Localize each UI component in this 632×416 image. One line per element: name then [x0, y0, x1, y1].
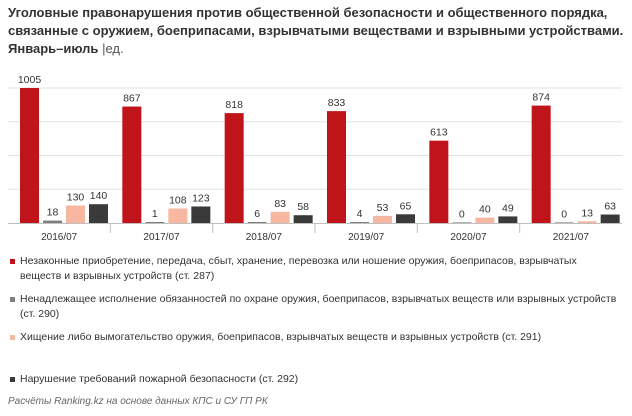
data-label: 1005 [18, 74, 42, 86]
bar-series-2 [350, 222, 369, 223]
data-label: 1 [152, 208, 158, 220]
data-label: 6 [254, 208, 260, 220]
legend-swatch [10, 335, 15, 340]
data-label: 49 [502, 202, 514, 214]
chart-title-text: Уголовные правонарушения против обществе… [8, 5, 624, 56]
bar-series-3 [475, 217, 495, 223]
data-label: 53 [377, 202, 389, 214]
data-label: 63 [604, 201, 616, 213]
data-label: 83 [274, 198, 286, 210]
bar-series-3 [168, 208, 188, 223]
bar-series-2 [43, 220, 62, 223]
x-tick-label: 2019/07 [348, 232, 385, 243]
legend-item: Незаконные приобретение, передача, сбыт,… [8, 254, 618, 284]
data-label: 18 [47, 207, 59, 219]
bar-series-3 [66, 205, 85, 223]
data-label: 123 [192, 192, 210, 204]
x-tick-label: 2018/07 [246, 232, 283, 243]
source-footer: Расчёты Ranking.kz на основе данных КПС … [8, 396, 268, 407]
legend-swatch [10, 377, 15, 382]
legend-label: Незаконные приобретение, передача, сбыт,… [20, 255, 577, 282]
data-label: 130 [67, 192, 85, 204]
bar-series-2 [554, 222, 574, 223]
legend-item: Хищение либо вымогательство оружия, боеп… [8, 330, 618, 345]
data-label: 13 [581, 207, 593, 219]
bar-series-1 [224, 113, 244, 223]
bar-series-3 [577, 221, 597, 223]
bar-series-4 [498, 216, 518, 223]
data-label: 108 [169, 194, 187, 206]
data-label: 0 [459, 208, 465, 220]
bar-series-1 [429, 140, 449, 223]
bar-series-1 [531, 105, 551, 223]
x-tick-label: 2021/07 [553, 232, 590, 243]
legend-item: Нарушение требований пожарной безопаснос… [8, 372, 618, 387]
bar-series-4 [600, 214, 620, 223]
data-label: 833 [328, 97, 346, 109]
legend-label: Нарушение требований пожарной безопаснос… [20, 373, 299, 385]
bar-series-2 [247, 222, 267, 223]
legend-swatch [10, 259, 15, 264]
data-label: 140 [90, 190, 108, 202]
bar-series-4 [89, 204, 108, 223]
data-label: 874 [532, 92, 550, 104]
legend-item: Ненадлежащее исполнение обязанностей по … [8, 292, 618, 322]
data-label: 65 [400, 200, 412, 212]
data-label: 0 [561, 208, 567, 220]
legend-swatch [10, 297, 15, 302]
data-label: 818 [225, 99, 243, 111]
bar-series-2 [145, 222, 165, 223]
data-label: 58 [297, 201, 309, 213]
bar-series-2 [452, 222, 472, 223]
chart-unit: |ед. [102, 41, 124, 56]
x-tick-label: 2016/07 [41, 232, 78, 243]
bar-series-1 [122, 106, 142, 223]
bar-series-4 [293, 215, 313, 223]
bar-series-1 [20, 88, 39, 223]
data-label: 613 [430, 127, 448, 139]
legend-label: Ненадлежащее исполнение обязанностей по … [20, 293, 617, 320]
bar-series-4 [396, 214, 415, 223]
x-tick-label: 2020/07 [450, 232, 487, 243]
x-tick-label: 2017/07 [143, 232, 180, 243]
chart-title: Уголовные правонарушения против обществе… [8, 4, 628, 58]
bar-series-3 [373, 215, 392, 223]
data-label: 867 [123, 93, 141, 105]
bar-series-4 [191, 206, 211, 223]
bar-series-1 [327, 111, 346, 223]
data-label: 40 [479, 204, 491, 216]
bar-series-3 [270, 211, 290, 223]
legend-label: Хищение либо вымогательство оружия, боеп… [20, 331, 542, 343]
data-label: 4 [357, 208, 363, 220]
